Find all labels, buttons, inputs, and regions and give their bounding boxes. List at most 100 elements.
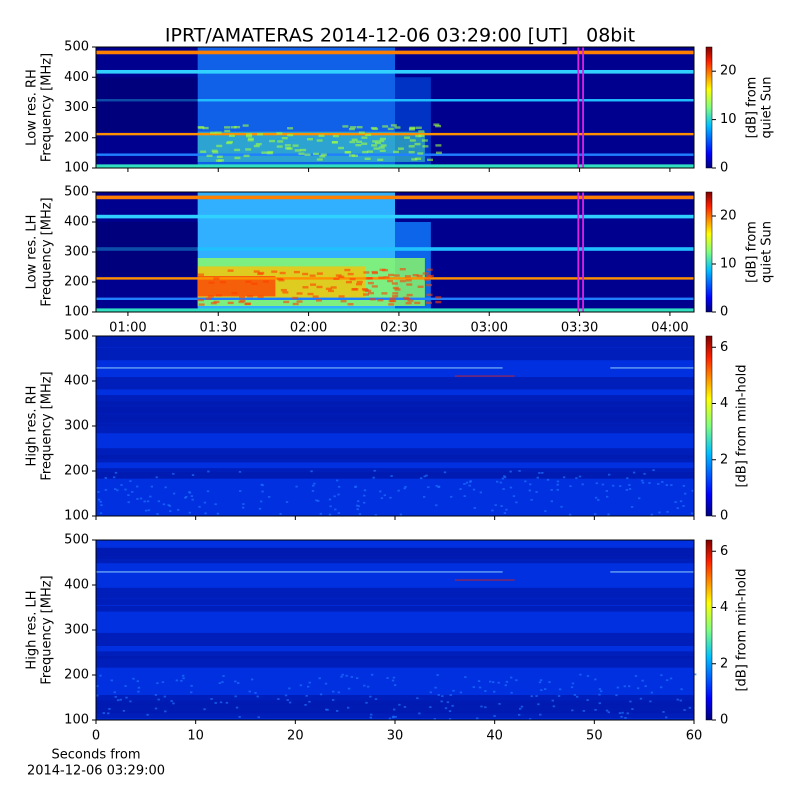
colorbar-label: [dB] from min-hold (735, 364, 750, 487)
spectrogram-cell (639, 697, 643, 700)
spectrogram-cell (96, 632, 694, 646)
spectrogram-cell (472, 488, 476, 491)
colorbar-tick-label: 2 (720, 452, 728, 467)
spectrogram-cell (261, 151, 268, 154)
spectrogram-cell (294, 149, 301, 152)
spectrogram-cell (308, 700, 311, 703)
spectrogram-cell (369, 695, 372, 698)
spectrogram-cell (405, 279, 412, 282)
spectrogram-cell (437, 485, 441, 488)
spectrogram-cell (370, 673, 374, 676)
spectrogram-cell (337, 512, 341, 514)
x-tick-label: 03:00 (471, 321, 508, 336)
spectrogram-cell (331, 699, 335, 701)
spectrogram-cell (261, 490, 264, 493)
spectrogram-cell (387, 273, 394, 277)
spectrogram-cell (394, 126, 401, 129)
y-tick-label: 100 (64, 161, 89, 176)
spectrogram-cell (312, 152, 319, 156)
y-axis-label: High res. RH (25, 386, 40, 467)
spectrogram-cell (426, 275, 433, 278)
colorbar-tick-label: 0 (720, 305, 728, 320)
spectrogram-cell (306, 685, 310, 688)
spectrogram-cell (404, 275, 411, 278)
spectrogram-cell (594, 708, 597, 711)
spectrogram-cell (292, 296, 299, 300)
spectrogram-cell (258, 507, 262, 510)
spectrogram-cell (478, 686, 482, 689)
spectrogram-cell (518, 707, 522, 710)
spectrogram-cell (136, 498, 139, 500)
spectrogram-cell (119, 698, 122, 701)
spectrogram-cell (234, 148, 241, 152)
spectrogram-cell (283, 300, 290, 304)
spectrogram-cell (394, 716, 397, 718)
spectrogram-cell (284, 144, 291, 147)
spectrogram-cell (575, 695, 579, 698)
spectrogram-cell (139, 497, 143, 500)
spectrogram-cell (529, 483, 532, 486)
spectrogram-cell (281, 136, 288, 140)
spectrogram-cell (143, 500, 146, 503)
spectrogram-cell (318, 134, 325, 137)
spectrogram-cell (96, 69, 694, 74)
spectrogram-cell (616, 686, 620, 689)
spectrogram-cell (598, 693, 601, 696)
spectrogram-cell (176, 508, 180, 511)
spectrogram-cell (338, 295, 345, 298)
spectrogram-cell (509, 486, 513, 489)
spectrogram-cell (256, 695, 259, 698)
spectrogram-cell (393, 274, 400, 277)
y-axis-label: Frequency [MHz] (40, 197, 55, 306)
spectrogram-cell (325, 287, 332, 291)
spectrogram-cell (370, 713, 373, 716)
spectrogram-cell (154, 694, 158, 696)
colorbar-tick-label: 10 (720, 257, 737, 272)
spectrogram-cell (234, 125, 241, 129)
spectrogram-cell (147, 509, 151, 512)
colorbar-tick-label: 2 (720, 656, 728, 671)
spectrogram-cell (150, 485, 154, 488)
spectrogram-cell (510, 691, 513, 694)
spectrogram-cell (146, 713, 149, 716)
spectrogram-cell (665, 716, 668, 719)
spectrogram-cell (404, 136, 411, 139)
spectrogram-cell (665, 679, 669, 682)
spectrogram-cell (320, 153, 327, 156)
spectrogram-cell (227, 269, 234, 272)
y-tick-label: 200 (64, 130, 89, 145)
spectrogram-cell (287, 133, 294, 137)
y-axis-label: Low res. LH (25, 215, 40, 290)
spectrogram-cell (304, 703, 307, 706)
spectrogram-cell (679, 699, 682, 702)
spectrogram-cell (362, 501, 366, 504)
spectrogram-cell (605, 495, 609, 498)
spectrogram-cell (650, 513, 654, 516)
x-tick-label: 04:00 (651, 321, 688, 336)
spectrogram-cell (207, 295, 214, 298)
spectrogram-cell (374, 514, 377, 516)
spectrogram-cell (433, 718, 437, 720)
spectrogram-cell (425, 474, 428, 477)
x-tick-label: 40 (486, 729, 503, 744)
spectrogram-cell (411, 158, 418, 161)
spectrogram-cell (288, 687, 291, 690)
spectrogram-cell (96, 367, 503, 369)
spectrogram-cell (245, 280, 252, 283)
spectrogram-cell (520, 705, 524, 708)
spectrogram-cell (185, 495, 188, 498)
spectrogram-cell (338, 275, 345, 279)
spectrogram-cell (373, 469, 376, 472)
spectrogram-cell (530, 498, 533, 501)
x-tick-label: 10 (187, 729, 204, 744)
spectrogram-cell (349, 277, 356, 281)
colorbar (705, 191, 713, 313)
spectrogram-cell (239, 490, 242, 492)
spectrogram-cell (399, 268, 406, 271)
spectrogram-cell (393, 684, 397, 687)
spectrogram-cell (336, 479, 339, 482)
spectrogram-cell (296, 292, 303, 295)
spectrogram-cell (538, 472, 541, 474)
spectrogram-cell (188, 491, 192, 494)
spectrogram-cell (544, 510, 547, 513)
